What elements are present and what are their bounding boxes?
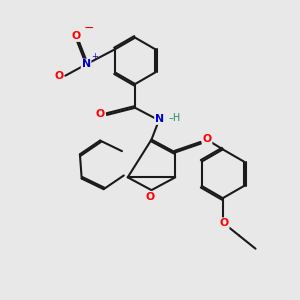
Text: O: O — [202, 134, 211, 144]
Text: O: O — [220, 218, 229, 228]
Text: −: − — [84, 22, 94, 35]
Text: –H: –H — [168, 113, 181, 123]
Text: O: O — [54, 71, 63, 81]
Text: +: + — [91, 52, 98, 61]
Text: O: O — [146, 192, 154, 202]
Text: N: N — [155, 114, 164, 124]
Text: O: O — [71, 31, 80, 41]
Text: O: O — [96, 109, 105, 119]
Text: N: N — [82, 59, 91, 69]
